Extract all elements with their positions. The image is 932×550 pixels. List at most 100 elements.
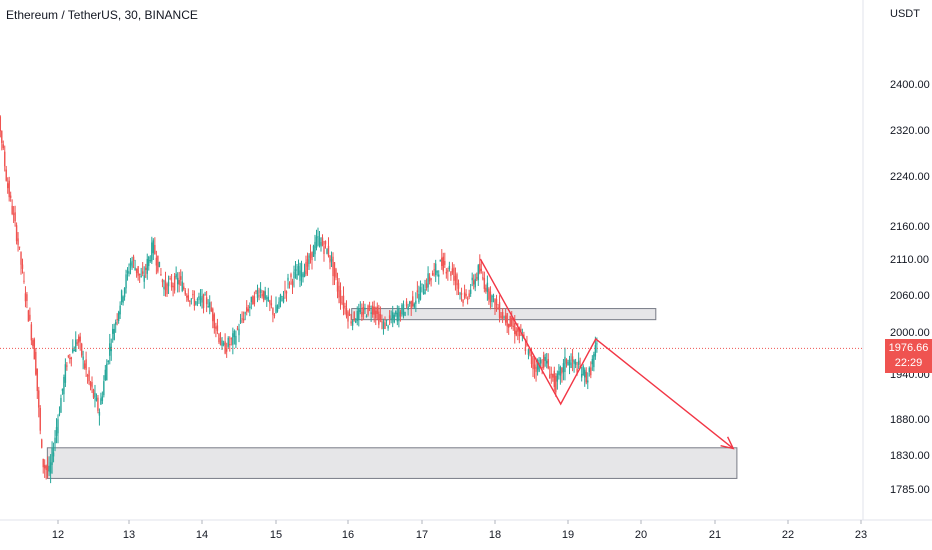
candle (387, 324, 389, 331)
candle-body (573, 360, 575, 364)
candle-body (495, 299, 498, 306)
support-resistance-zones (46, 308, 738, 479)
candle-body (515, 330, 517, 336)
projection-drawing[interactable] (479, 258, 735, 450)
candle-body (382, 321, 385, 329)
candle (326, 248, 328, 255)
candle-body (460, 293, 463, 295)
candle-body (312, 245, 315, 257)
candle-body (85, 359, 87, 370)
candle (170, 274, 173, 291)
candle-body (238, 329, 240, 336)
candle-body (527, 349, 530, 355)
candle (199, 289, 202, 307)
candle (282, 290, 285, 304)
candle-body (0, 116, 2, 132)
candle (593, 351, 595, 372)
candle (209, 295, 211, 315)
candle (269, 299, 271, 312)
candle-body (78, 336, 80, 343)
candle-body (154, 244, 156, 254)
candle-body (113, 328, 115, 340)
candle (296, 264, 298, 280)
candle (173, 272, 176, 294)
candle-body (12, 213, 15, 215)
candle (408, 300, 411, 307)
candle (41, 438, 43, 449)
candle (15, 222, 18, 245)
candle-body (266, 297, 268, 299)
candle-body (457, 283, 460, 289)
candle-body (500, 316, 502, 318)
candle (183, 282, 185, 291)
time-axis[interactable]: 12 13 14 15 16 17 18 19 20 21 22 23 (52, 520, 867, 541)
candle (30, 321, 33, 346)
candle (125, 269, 127, 294)
candle (497, 304, 499, 310)
candle-body (303, 270, 306, 278)
candle (425, 278, 428, 291)
candle-body (549, 374, 551, 379)
candle (285, 290, 288, 302)
candle (335, 267, 337, 281)
projection-path[interactable] (479, 258, 734, 450)
candle (32, 337, 34, 349)
candle (287, 273, 289, 289)
candle-body (529, 348, 531, 354)
candle (419, 280, 422, 301)
candlestick-series (0, 115, 598, 484)
candle (145, 263, 147, 278)
candle-body (483, 278, 486, 289)
candle-body (444, 261, 446, 265)
x-tick-label: 20 (635, 529, 647, 541)
candle (299, 262, 301, 288)
candle (164, 271, 167, 297)
candle-body (24, 293, 27, 302)
price-axis[interactable]: 2400.00 2320.00 2240.00 2160.00 2110.00 2060.… (890, 79, 930, 496)
candle-body (193, 298, 196, 306)
candle-body (567, 361, 569, 366)
candle (532, 356, 534, 378)
candle-body (593, 354, 595, 368)
candle (207, 299, 209, 308)
candle (463, 284, 466, 300)
candle (24, 286, 27, 308)
candle-body (378, 311, 380, 325)
candle-body (135, 268, 138, 274)
candle-body (552, 373, 554, 378)
candle (86, 373, 89, 384)
candle (433, 262, 435, 277)
candle-body (212, 308, 214, 322)
candle-body (95, 397, 98, 401)
zone-box[interactable] (46, 447, 738, 479)
candle (333, 261, 336, 286)
candle (421, 283, 423, 293)
candle (577, 352, 580, 369)
candle-body (82, 356, 84, 360)
candle (95, 393, 98, 402)
zone-box[interactable] (351, 308, 657, 321)
candle-body (158, 261, 161, 268)
candle (445, 268, 448, 279)
candle-body (538, 362, 540, 372)
candle (167, 275, 170, 294)
candle (266, 295, 268, 307)
candle-body (32, 340, 34, 346)
candle (492, 293, 495, 303)
candle-body (116, 319, 118, 321)
candle-body (143, 275, 145, 282)
candle-body (134, 267, 136, 271)
candle (250, 296, 253, 310)
candle-body (38, 390, 40, 408)
candle-body (52, 452, 55, 457)
candle-body (192, 294, 194, 296)
candle (236, 325, 239, 331)
candle-body (9, 195, 12, 198)
candle (54, 430, 56, 452)
candle-body (91, 381, 93, 388)
candle-body (97, 397, 99, 411)
candle-body (236, 328, 239, 330)
candle-body (167, 281, 170, 287)
candle (454, 267, 457, 291)
